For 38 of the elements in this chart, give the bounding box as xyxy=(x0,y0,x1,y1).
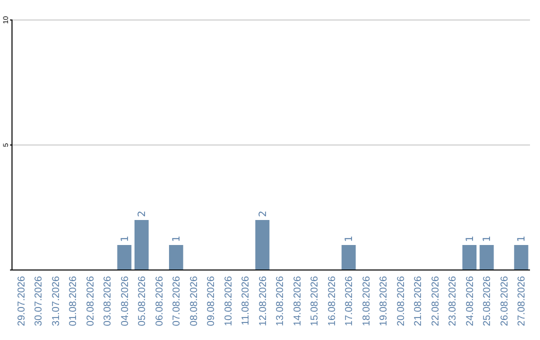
x-tick-label: 24.08.2026 xyxy=(464,276,476,326)
x-tick-label: 03.08.2026 xyxy=(102,276,114,326)
x-tick-label: 25.08.2026 xyxy=(482,276,494,326)
x-tick-label: 10.08.2026 xyxy=(223,276,234,326)
x-tick-label: 16.08.2026 xyxy=(326,276,338,326)
x-tick-label: 11.08.2026 xyxy=(240,276,252,326)
data-label: 2 xyxy=(258,210,269,217)
data-label: 2 xyxy=(137,210,148,217)
x-tick-label: 17.08.2026 xyxy=(344,276,356,326)
x-tick-label: 20.08.2026 xyxy=(396,276,407,326)
x-tick-label: 21.08.2026 xyxy=(413,276,424,326)
x-tick-label: 01.08.2026 xyxy=(68,276,80,326)
x-tick-label: 15.08.2026 xyxy=(310,276,321,326)
x-tick-label: 26.08.2026 xyxy=(499,276,510,326)
x-tick-label: 29.07.2026 xyxy=(16,276,28,326)
x-tick-label: 06.08.2026 xyxy=(154,276,166,326)
x-tick-label: 22.08.2026 xyxy=(430,276,442,326)
data-label: 1 xyxy=(482,236,494,242)
x-tick-label: 23.08.2026 xyxy=(448,276,459,326)
data-label: 1 xyxy=(120,236,131,242)
x-tick-label: 05.08.2026 xyxy=(137,276,148,326)
x-tick-label: 31.07.2026 xyxy=(50,276,62,326)
data-label: 1 xyxy=(344,236,356,242)
data-label: 1 xyxy=(516,236,528,242)
x-tick-label: 13.08.2026 xyxy=(275,276,286,326)
x-tick-label: 02.08.2026 xyxy=(85,276,96,326)
data-label: 1 xyxy=(464,236,476,242)
x-tick-label: 27.08.2026 xyxy=(516,276,528,326)
x-tick-label: 19.08.2026 xyxy=(378,276,390,326)
x-tick-label: 30.07.2026 xyxy=(34,276,45,326)
x-tick-label: 04.08.2026 xyxy=(120,276,131,326)
data-label: 1 xyxy=(172,236,183,242)
x-tick-label: 14.08.2026 xyxy=(292,276,304,326)
x-tick-label: 08.08.2026 xyxy=(188,276,200,326)
x-tick-label: 12.08.2026 xyxy=(258,276,269,326)
x-tick-label: 09.08.2026 xyxy=(206,276,218,326)
x-tick-label: 18.08.2026 xyxy=(361,276,372,326)
x-tick-label: 07.08.2026 xyxy=(172,276,183,326)
